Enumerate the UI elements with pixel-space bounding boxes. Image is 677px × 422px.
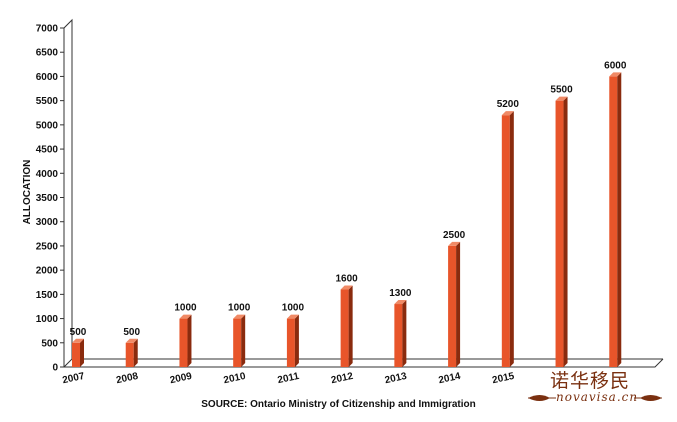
bar-top	[72, 338, 84, 343]
bar-top	[286, 314, 299, 319]
y-axis-ticks: 0 500 1000 1500 2000 2500 3000 3500 4000 4500 5000…	[36, 24, 64, 374]
watermark-latin: novavisa.cn	[556, 390, 639, 404]
bar-top	[448, 241, 461, 246]
watermark-chinese: 诺华移民	[550, 370, 631, 392]
bar-front	[448, 245, 457, 367]
x-tick-label-2008: 2008	[115, 371, 139, 386]
bar-side	[187, 314, 192, 367]
y-tick-label: 2500	[36, 241, 59, 252]
bar-front	[501, 115, 510, 368]
bar-side	[509, 111, 514, 368]
data-labels: 500 500 1000 1000 1000 1600 1300 2500 5200 5500 60…	[70, 60, 627, 337]
bar-front	[555, 100, 564, 368]
y-tick-label: 500	[41, 338, 58, 349]
data-label-2011: 1000	[282, 303, 305, 314]
y-tick-label: 4500	[36, 145, 59, 156]
data-label-2012: 1600	[336, 274, 359, 285]
plot-floor-edge	[63, 358, 73, 368]
y-tick-label: 6000	[36, 72, 59, 83]
bar-2015	[501, 111, 514, 368]
bar-front	[233, 318, 242, 367]
watermark-logo: 诺华移民 novavisa.cn	[520, 364, 670, 412]
bar-top	[501, 111, 514, 116]
data-label-2007: 500	[70, 327, 87, 338]
data-label-2017: 6000	[604, 60, 627, 71]
data-label-2015: 5200	[497, 99, 520, 110]
y-tick-label: 0	[52, 363, 58, 374]
data-label-2010: 1000	[228, 303, 251, 314]
y-tick-label: 6500	[36, 48, 59, 59]
x-tick-label-2013: 2013	[384, 371, 408, 386]
bar-front	[394, 304, 403, 367]
bar-side	[617, 72, 622, 367]
y-tick-label: 5000	[36, 120, 59, 131]
bar-2011	[286, 314, 299, 367]
bar-2014	[448, 241, 461, 367]
bar-2010	[233, 314, 246, 367]
y-tick-label: 1000	[36, 314, 59, 325]
x-tick-label-2010: 2010	[223, 371, 247, 386]
data-label-2014: 2500	[443, 230, 466, 241]
bar-side	[563, 96, 568, 368]
y-tick-label: 5500	[36, 96, 59, 107]
allocation-bar-chart: 0 500 1000 1500 2000 2500 3000 3500 4000 4500 5000…	[22, 18, 664, 386]
x-tick-label-2015: 2015	[491, 371, 515, 386]
x-tick-label-2011: 2011	[277, 371, 301, 386]
bar-top	[555, 96, 568, 101]
x-tick-label-2012: 2012	[330, 371, 354, 386]
bar-top	[125, 338, 138, 343]
bar-2012	[340, 285, 353, 367]
bars	[72, 72, 622, 368]
plot-wall	[63, 18, 663, 367]
y-tick-label: 2000	[36, 266, 59, 277]
data-label-2013: 1300	[389, 288, 412, 299]
bar-front	[286, 318, 295, 367]
bar-side	[456, 241, 461, 367]
bar-side	[241, 314, 246, 367]
y-tick-label: 1500	[36, 290, 59, 301]
y-tick-label: 3000	[36, 217, 59, 228]
bar-top	[233, 314, 246, 319]
data-label-2008: 500	[123, 327, 140, 338]
bar-top	[394, 300, 407, 305]
data-label-2009: 1000	[174, 303, 197, 314]
x-tick-label-2009: 2009	[169, 371, 193, 386]
x-tick-label-2007: 2007	[61, 371, 85, 386]
bar-top	[340, 285, 353, 290]
bar-2013	[394, 300, 407, 367]
watermark-ornament	[528, 395, 662, 401]
bar-2016	[555, 96, 568, 368]
data-label-2016: 5500	[550, 85, 573, 96]
x-axis-ticks: 2007 2008 2009 2010 2011 2012 2013 2014 2015	[61, 371, 515, 386]
bar-front	[72, 342, 80, 367]
bar-front	[179, 318, 188, 367]
bar-side	[133, 338, 138, 367]
bar-side	[80, 338, 84, 367]
bar-side	[402, 300, 407, 367]
y-axis-title: ALLOCATION	[22, 160, 33, 225]
plot-frame	[63, 18, 664, 368]
y-tick-label: 3500	[36, 193, 59, 204]
y-tick-label: 7000	[36, 24, 59, 35]
y-tick-label: 4000	[36, 169, 59, 180]
bar-front	[609, 76, 618, 367]
source-note: SOURCE: Ontario Ministry of Citizenship …	[201, 399, 476, 410]
bar-2007	[72, 338, 84, 367]
bar-2008	[125, 338, 138, 367]
bar-front	[340, 289, 349, 367]
bar-top	[609, 72, 622, 77]
bar-top	[179, 314, 192, 319]
bar-side	[294, 314, 299, 367]
bar-2009	[179, 314, 192, 367]
bar-front	[125, 342, 134, 367]
plot-floor	[64, 358, 664, 368]
x-tick-label-2014: 2014	[438, 371, 462, 386]
bar-2017	[609, 72, 622, 367]
bar-side	[348, 285, 353, 367]
